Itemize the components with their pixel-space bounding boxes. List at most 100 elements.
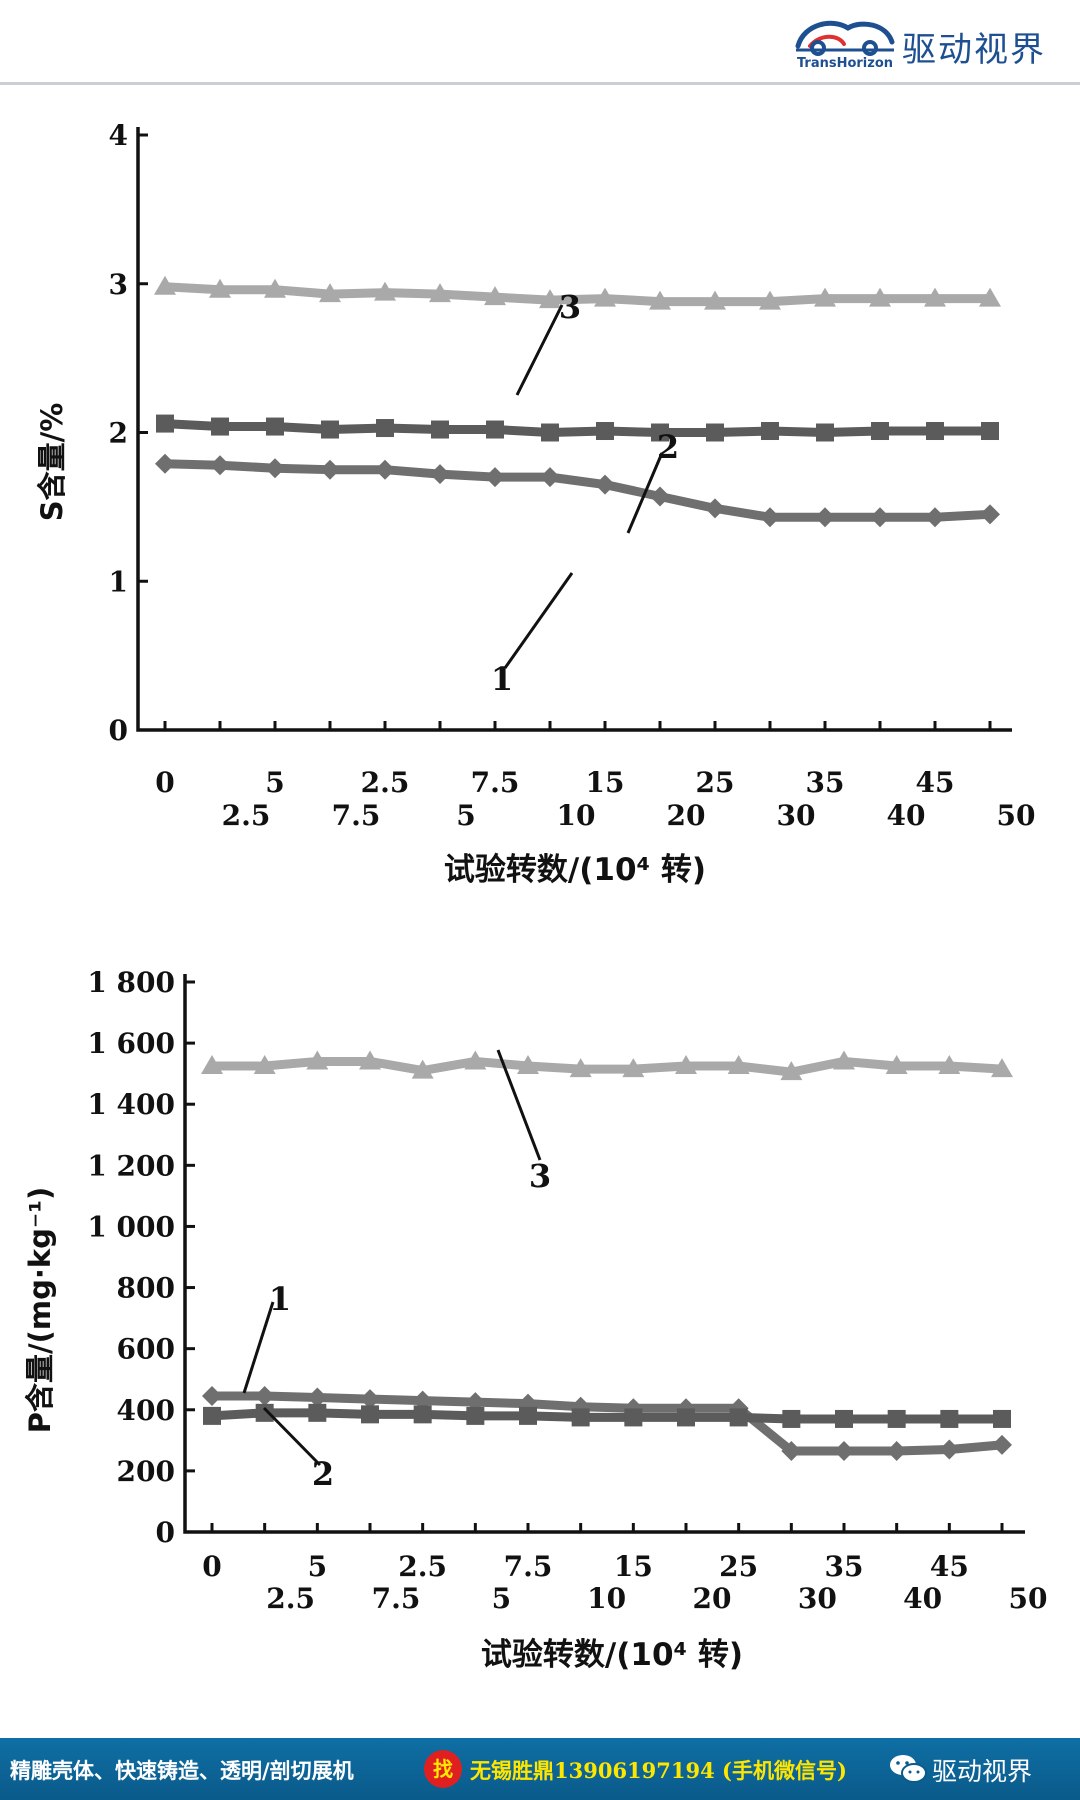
series-2-point [321,420,339,439]
series-2-point [486,420,504,439]
series-2-point [466,1406,485,1425]
series-3-point [833,1050,855,1070]
series-1-label: 1 [269,1280,291,1318]
series-2-point [651,423,669,442]
axis-frame [136,127,1012,732]
series-2-point [887,1409,906,1428]
y-tick-label: 1 400 [87,1088,175,1121]
y-axis-title: P含量/(mg·kg⁻¹) [23,1187,57,1433]
x-tick-label: 2.5 [398,1550,447,1583]
series-1-point [265,458,285,479]
series-2-point [308,1403,327,1422]
series-layer [201,1050,1013,1462]
y-axis-ticks: 0 1 2 3 4 [109,119,148,747]
series-3-point [814,287,836,307]
series-1-point [465,1392,486,1413]
series-2-point [156,414,174,433]
x-tick-label: 7.5 [471,766,520,799]
series-3-point [675,1055,697,1075]
series-1-point [870,507,890,528]
footer-brand: 驱动视界 [932,1757,1033,1786]
series-3-point [319,283,341,303]
series-2-point [413,1405,432,1424]
x-axis-title: 试验转数/(10⁴ 转) [444,852,706,888]
y-tick-label: 400 [117,1394,175,1427]
series-1-point [834,1441,854,1462]
series-1-point [254,1386,275,1407]
series-2-line [207,1408,1007,1424]
series-callouts: 1 2 3 [491,288,679,698]
y-tick-label: 800 [117,1272,175,1305]
series-3-callout-line [515,304,564,396]
series-1-point [781,1441,802,1462]
series-1-label: 1 [491,660,513,698]
series-2-point [519,1406,537,1425]
x-tick-label: 25 [696,766,735,799]
series-2-point [361,1405,379,1424]
x-tick-label: 2.5 [266,1582,315,1615]
series-2-point [431,420,449,439]
y-tick-label: 4 [109,119,128,152]
series-1-point [595,474,615,495]
x-tick-label: 35 [806,766,845,799]
x-tick-label: 7.5 [504,1550,553,1583]
series-2-point [266,417,284,436]
x-tick-label: 50 [1009,1582,1048,1615]
series-3-line [160,282,995,307]
y-tick-label: 600 [117,1333,175,1366]
series-1-point [202,1386,222,1407]
series-2-point [981,422,999,441]
series-2-point [571,1408,590,1427]
header-divider [0,82,1080,85]
series-3-point [306,1050,329,1070]
x-axis-title: 试验转数/(10⁴ 转) [481,1637,743,1673]
series-1-point [485,467,505,488]
brand-name: 驱动视界 [902,30,1046,70]
series-3-point [991,1058,1013,1078]
x-tick-label: 45 [916,766,955,799]
x-tick-label: 45 [930,1550,969,1583]
series-1-point [705,498,725,519]
y-tick-label: 2 [109,417,128,450]
y-tick-label: 1 200 [87,1149,175,1182]
series-2-point [835,1409,853,1428]
series-2-label: 2 [657,428,679,466]
x-tick-label: 7.5 [332,799,381,832]
y-tick-label: 1 800 [87,966,175,999]
series-1-point [939,1439,960,1460]
series-2-line [160,419,995,437]
y-tick-label: 0 [109,714,128,747]
series-3-point [374,281,396,301]
series-3-point [209,278,231,298]
series-2-point [729,1408,748,1427]
series-3-point [780,1061,803,1081]
x-tick-label: 40 [887,799,926,832]
series-3-point [517,1055,539,1075]
series-3-point [727,1055,750,1075]
series-3-point [539,289,561,309]
series-1-point [155,453,175,474]
x-tick-label: 30 [777,799,816,832]
find-badge: 找 [424,1750,462,1788]
series-3-point [885,1055,908,1075]
series-3-point [649,290,671,310]
x-tick-label: 15 [614,1550,653,1583]
series-2-point [816,423,834,442]
series-2-point [203,1406,221,1425]
series-2-point [211,417,229,436]
footer-banner: 精雕壳体、快速铸造、透明/剖切展机 找 无锡胜鼎13906197194 (手机微… [0,1738,1080,1800]
x-tick-label: 10 [557,799,596,832]
series-3-point [924,287,946,307]
series-1-point [430,464,450,485]
series-1-point [540,467,560,488]
series-3-point [359,1050,381,1070]
series-2-callout-line [262,1406,322,1467]
x-tick-label: 10 [587,1582,626,1615]
series-2-point [596,422,614,441]
series-3-point [938,1055,961,1075]
series-3-point [154,275,176,295]
series-1-callout-line [503,572,574,669]
x-tick-label: 5 [492,1582,511,1615]
